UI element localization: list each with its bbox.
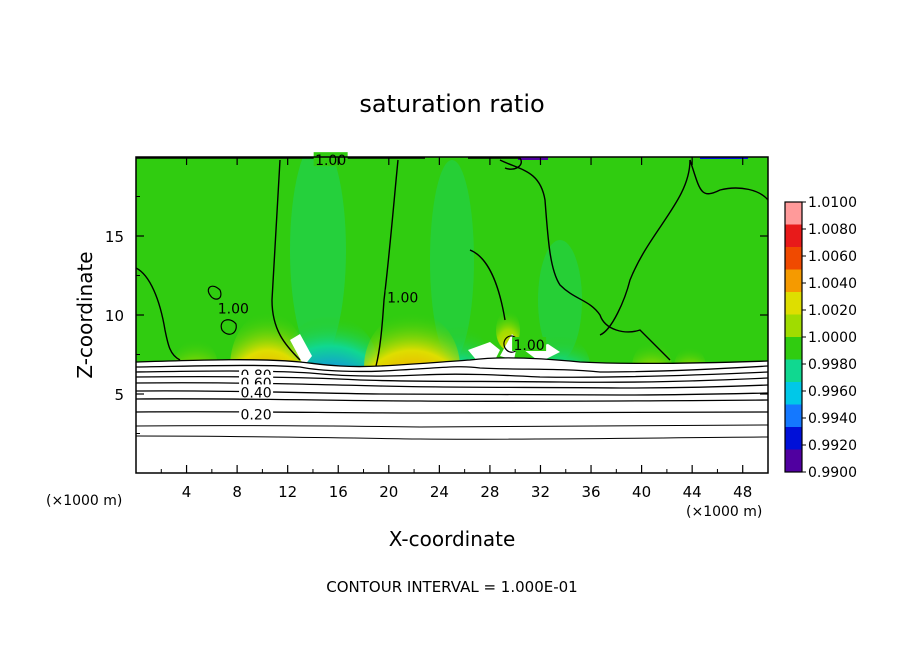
contour-label: 1.00 bbox=[218, 302, 249, 318]
x-unit-label-right: (×1000 m) bbox=[686, 504, 762, 520]
contour-label-bg bbox=[216, 300, 251, 315]
x-tick-label: 4 bbox=[182, 483, 192, 501]
contour-line-1.00 bbox=[599, 159, 691, 336]
cloud-patch bbox=[290, 334, 312, 366]
y-axis: 5 10 15 bbox=[105, 196, 768, 434]
contour-label-bg bbox=[313, 152, 348, 167]
contour-label: 0.20 bbox=[240, 408, 271, 424]
streak bbox=[430, 160, 474, 360]
colorbar-label: 0.9980 bbox=[808, 357, 857, 373]
x-tick-label: 36 bbox=[581, 483, 600, 501]
colorbar-swatch bbox=[785, 269, 802, 292]
chart-title: saturation ratio bbox=[359, 90, 544, 118]
colorbar-swatch bbox=[785, 202, 802, 225]
contour-label: 0.40 bbox=[240, 385, 271, 401]
x-tick-label: 32 bbox=[531, 483, 550, 501]
cloud-patch bbox=[468, 342, 500, 362]
x-axis: 4 8 12 16 20 24 28 32 36 40 44 48 bbox=[160, 157, 752, 501]
contour-line bbox=[136, 435, 768, 440]
contour-label-bg bbox=[385, 289, 420, 304]
contour-line bbox=[136, 424, 768, 428]
x-tick-label: 24 bbox=[430, 483, 449, 501]
contour-line-1.00 bbox=[220, 319, 237, 335]
colorbar-label: 0.9900 bbox=[808, 465, 857, 481]
contour-interval-footer: CONTOUR INTERVAL = 1.000E-01 bbox=[326, 578, 577, 596]
contour-line-1.00 bbox=[375, 159, 399, 367]
x-axis-label: X-coordinate bbox=[389, 527, 516, 551]
contour-line-1.00 bbox=[499, 159, 671, 361]
x-tick-label: 40 bbox=[632, 483, 651, 501]
contour-label: 1.00 bbox=[514, 338, 545, 354]
streak bbox=[538, 240, 582, 360]
y-tick-label: 10 bbox=[105, 307, 124, 325]
contour-line-1.00 bbox=[469, 249, 506, 321]
x-tick-label: 8 bbox=[232, 483, 242, 501]
colorbar-swatch bbox=[785, 359, 802, 382]
colorbar-swatch bbox=[785, 382, 802, 405]
contour-line bbox=[136, 398, 768, 403]
streak bbox=[290, 157, 346, 360]
colorbar-label: 1.0060 bbox=[808, 249, 857, 265]
colorbar-swatch bbox=[785, 314, 802, 337]
contour-label-bg bbox=[239, 406, 274, 421]
contour-line-1.00 bbox=[271, 159, 301, 361]
top-blue-patch bbox=[518, 157, 548, 160]
contour-line-1.00 bbox=[136, 267, 181, 361]
x-tick-label: 44 bbox=[683, 483, 702, 501]
contour-label-bg bbox=[239, 384, 274, 399]
colorbar-label: 1.0020 bbox=[808, 303, 857, 319]
contour-label: 1.00 bbox=[387, 291, 418, 307]
colorbar-label: 1.0040 bbox=[808, 276, 857, 292]
colorbar-label: 0.9960 bbox=[808, 384, 857, 400]
colorbar-label: 0.9940 bbox=[808, 411, 857, 427]
colorbar: 1.0100 1.0080 1.0060 1.0040 1.0020 1.0000 0.99… bbox=[784, 195, 857, 481]
colorbar-swatch bbox=[785, 337, 802, 360]
contour-line bbox=[136, 357, 768, 368]
colorbar-label: 1.0000 bbox=[808, 330, 857, 346]
y-tick-label: 5 bbox=[114, 386, 124, 404]
colorbar-label: 1.0100 bbox=[808, 195, 857, 211]
colorbar-swatch bbox=[785, 427, 802, 450]
contour-line bbox=[136, 364, 768, 373]
x-tick-label: 28 bbox=[480, 483, 499, 501]
colorbar-swatch bbox=[785, 404, 802, 427]
colorbar-swatch bbox=[785, 292, 802, 315]
x-tick-label: 48 bbox=[733, 483, 752, 501]
x-unit-label-left: (×1000 m) bbox=[46, 493, 122, 509]
contour-labels: 1.001.001.001.000.800.600.400.20 bbox=[216, 152, 547, 424]
top-blue-patch bbox=[700, 157, 748, 159]
contour-label-bg bbox=[512, 337, 547, 352]
colorbar-label: 1.0080 bbox=[808, 222, 857, 238]
subcloud-region bbox=[136, 357, 768, 473]
y-tick-label: 15 bbox=[105, 228, 124, 246]
colorbar-swatch bbox=[785, 247, 802, 270]
x-tick-label: 16 bbox=[329, 483, 348, 501]
contour-label: 1.00 bbox=[315, 153, 346, 169]
contour-line-1.00 bbox=[468, 157, 522, 170]
contour-line-1.00 bbox=[689, 159, 768, 201]
y-axis-label: Z-coordinate bbox=[73, 251, 97, 378]
colorbar-swatch bbox=[785, 449, 802, 472]
contour-line-1.00 bbox=[207, 285, 222, 300]
colorbar-swatch bbox=[785, 224, 802, 247]
x-tick-label: 20 bbox=[379, 483, 398, 501]
colorbar-label: 0.9920 bbox=[808, 438, 857, 454]
x-tick-label: 12 bbox=[278, 483, 297, 501]
